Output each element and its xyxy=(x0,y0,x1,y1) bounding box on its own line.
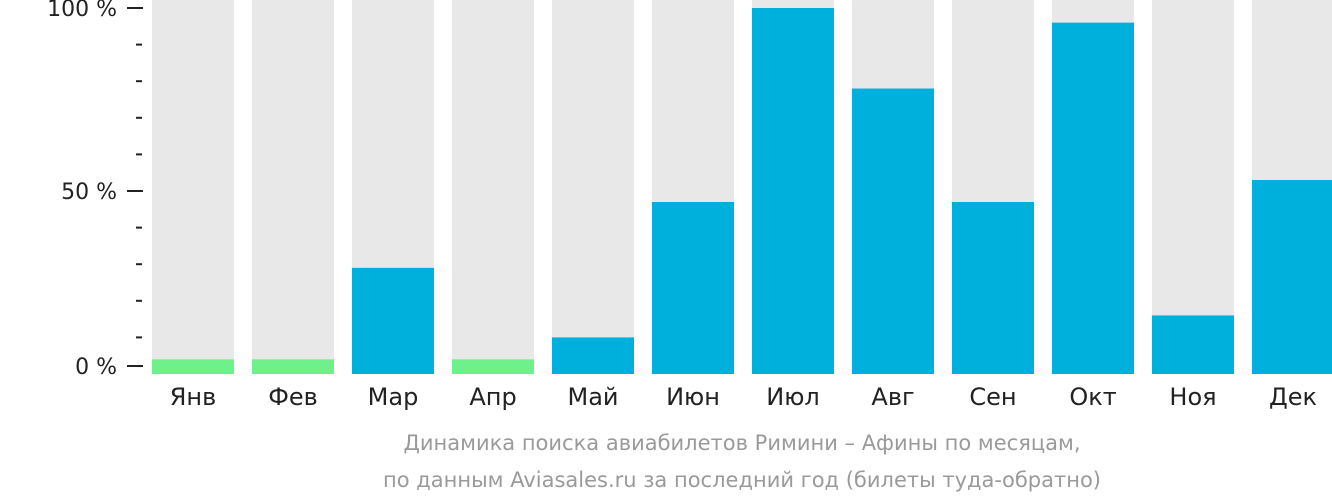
bars xyxy=(152,0,1332,375)
x-tick-label: Авг xyxy=(871,383,914,411)
y-tick-label: 50 % xyxy=(61,180,117,205)
bar-3 xyxy=(352,267,434,374)
bar-background xyxy=(1152,0,1234,374)
bar-background xyxy=(452,0,534,374)
y-tick-label: 100 % xyxy=(47,0,117,22)
bar-background xyxy=(152,0,234,374)
bar-11 xyxy=(1152,315,1234,374)
x-tick-label: Дек xyxy=(1269,383,1317,411)
x-tick-label: Ноя xyxy=(1169,383,1216,411)
chart-caption-line-1: Динамика поиска авиабилетов Римини – Афи… xyxy=(403,431,1081,455)
y-axis: 0 % 50 % 100 % xyxy=(47,0,143,380)
x-tick-label: Янв xyxy=(170,383,217,411)
bar-6 xyxy=(652,201,734,374)
x-tick-label: Апр xyxy=(469,383,516,411)
bar-12 xyxy=(1252,180,1332,374)
bar-background xyxy=(552,0,634,374)
bar-8 xyxy=(852,88,934,375)
bar-5 xyxy=(552,337,634,374)
x-tick-label: Сен xyxy=(969,383,1016,411)
bar-9 xyxy=(952,201,1034,374)
x-tick-label: Июн xyxy=(666,383,720,411)
chart-caption-line-2: по данным Aviasales.ru за последний год … xyxy=(383,468,1101,492)
bar-10 xyxy=(1052,22,1134,374)
x-tick-label: Фев xyxy=(268,383,318,411)
y-tick-label: 0 % xyxy=(75,355,117,380)
x-tick-label: Май xyxy=(567,383,618,411)
monthly-search-bar-chart: 0 % 50 % 100 % Янв Фев Мар Апр Май Июн Июл Авг Сен… xyxy=(47,0,1332,411)
bar-7 xyxy=(752,8,834,374)
x-axis-labels: Янв Фев Мар Апр Май Июн Июл Авг Сен Окт Ноя Дек xyxy=(170,383,1317,411)
x-tick-label: Июл xyxy=(766,383,820,411)
bar-4 xyxy=(452,359,534,374)
bar-1 xyxy=(152,359,234,374)
bar-background xyxy=(252,0,334,374)
x-tick-label: Мар xyxy=(368,383,419,411)
x-tick-label: Окт xyxy=(1069,383,1116,411)
bar-2 xyxy=(252,359,334,374)
